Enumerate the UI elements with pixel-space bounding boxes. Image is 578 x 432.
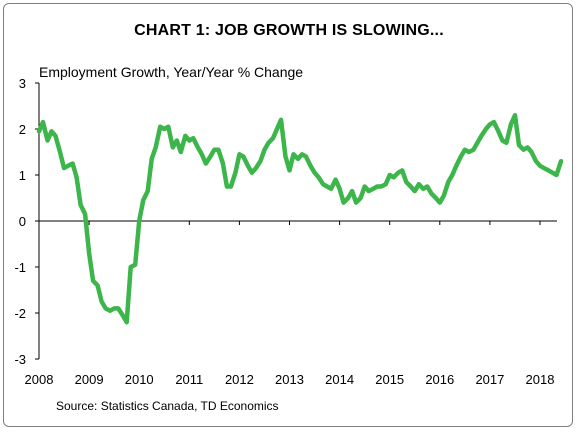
x-tick-label: 2009 [75,372,104,387]
y-tick-label: 3 [19,76,26,91]
y-tick-label: 2 [19,122,26,137]
x-tick-label: 2015 [375,372,404,387]
x-tick-label: 2011 [175,372,203,387]
series-layer [36,112,564,325]
y-tick-label: -3 [14,352,26,367]
tick-labels: 3 2 1 0 -1 -2 -3 2008 2009 2010 2011 2012 2013 2014 20… [14,76,554,387]
x-tick-label: 2017 [475,372,504,387]
y-tick-label: 0 [19,214,26,229]
x-tick-label: 2010 [125,372,154,387]
x-tick-label: 2014 [325,372,354,387]
y-axis-label: Employment Growth, Year/Year % Change [39,64,304,80]
x-tick-label: 2008 [25,372,54,387]
employment-growth-line [36,112,564,325]
y-tick-label: 1 [19,168,26,183]
y-tick-label: -1 [14,260,26,275]
y-tick-label: -2 [14,306,26,321]
x-tick-label: 2012 [225,372,254,387]
chart-title: CHART 1: JOB GROWTH IS SLOWING... [134,22,444,39]
x-tick-label: 2018 [526,372,555,387]
chart-frame [3,3,573,427]
x-tick-label: 2016 [425,372,454,387]
source-note: Source: Statistics Canada, TD Economics [56,399,279,413]
axes [35,82,557,360]
x-tick-label: 2013 [275,372,304,387]
